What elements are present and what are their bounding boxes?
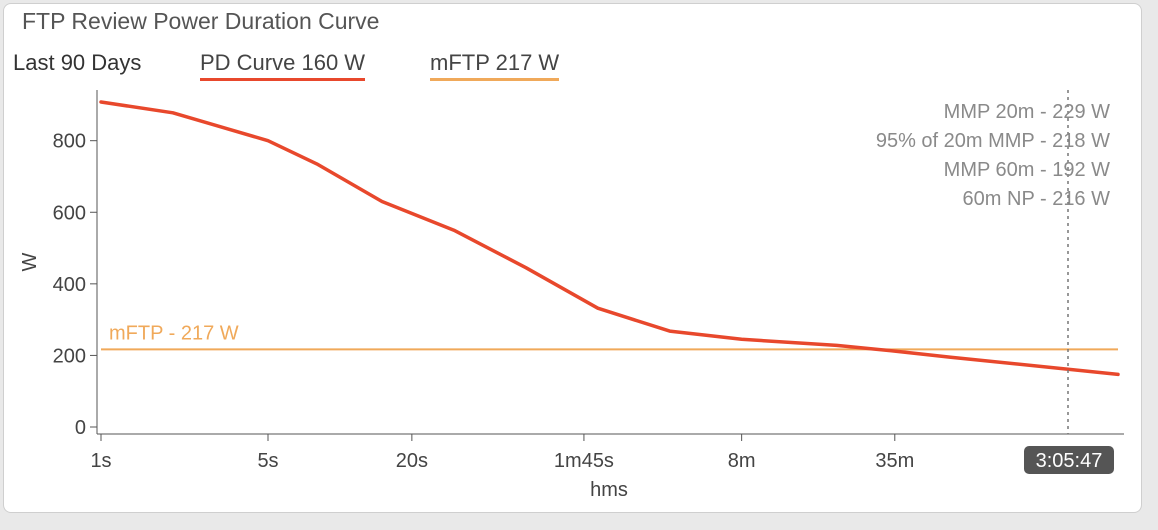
pd-curve-line bbox=[99, 100, 1120, 377]
y-tick-label: 400 bbox=[53, 274, 86, 296]
x-tick-label: 1s bbox=[90, 450, 111, 472]
x-axis-title: hms bbox=[590, 479, 628, 501]
annotation-text: MMP 20m - 229 W bbox=[944, 101, 1110, 123]
annotation-text: 60m NP - 216 W bbox=[963, 188, 1111, 210]
y-axis-title: W bbox=[19, 252, 41, 271]
x-tick-label: 5s bbox=[257, 450, 278, 472]
chart-title: FTP Review Power Duration Curve bbox=[22, 8, 380, 34]
cursor-label-box bbox=[1024, 446, 1114, 474]
x-tick-label: 8m bbox=[728, 450, 756, 472]
legend-item-mftp[interactable]: mFTP 217 W bbox=[430, 50, 560, 81]
y-tick-label: 600 bbox=[53, 202, 86, 224]
period-label[interactable]: Last 90 Days bbox=[13, 50, 142, 75]
x-tick-label: 20s bbox=[396, 450, 428, 472]
annotation-text: MMP 60m - 192 W bbox=[944, 159, 1110, 181]
y-tick-label: 0 bbox=[75, 417, 86, 439]
y-tick-label: 200 bbox=[53, 345, 86, 367]
legend-item-pd-curve[interactable]: PD Curve 160 W bbox=[200, 50, 366, 81]
cursor-label: 3:05:47 bbox=[1036, 450, 1103, 472]
x-tick-label: 35m bbox=[875, 450, 914, 472]
annotation-text: 95% of 20m MMP - 218 W bbox=[876, 130, 1110, 152]
chart-panel bbox=[3, 3, 1142, 513]
x-tick-label: 1m45s bbox=[554, 450, 614, 472]
y-tick-label: 800 bbox=[53, 131, 86, 153]
mftp-reference-label: mFTP - 217 W bbox=[109, 322, 239, 344]
